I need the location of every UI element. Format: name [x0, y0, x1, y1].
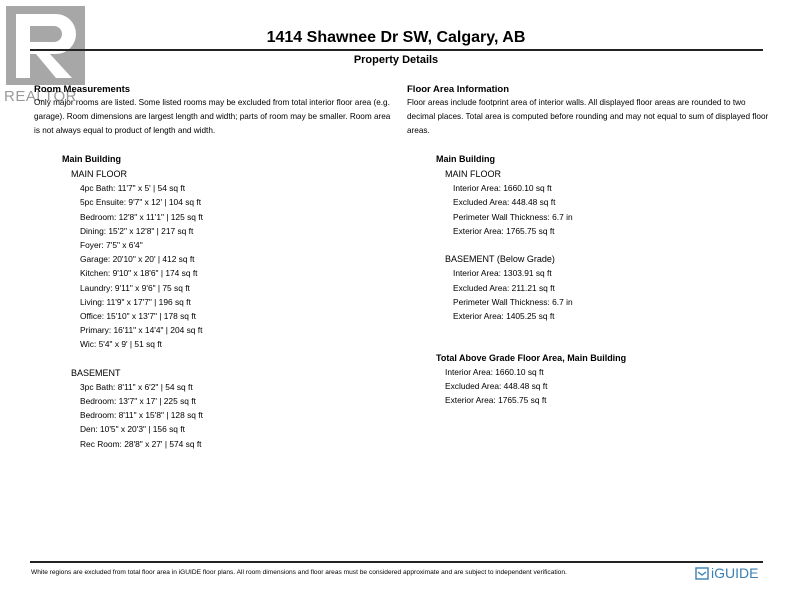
building-heading: Main Building [436, 154, 495, 164]
area-item: Excluded Area: 448.48 sq ft [445, 381, 548, 392]
realtor-text: REALTOR [4, 88, 77, 105]
room-item: Bedroom: 12'8" x 11'1" | 125 sq ft [80, 211, 203, 222]
room-item: Dining: 15'2" x 12'8" | 217 sq ft [80, 225, 194, 236]
floor-area-note: Floor areas include footprint area of in… [407, 98, 769, 136]
floor-heading: BASEMENT (Below Grade) [445, 254, 555, 265]
room-item: Office: 15'10" x 13'7" | 178 sq ft [80, 310, 196, 321]
room-item: Foyer: 7'5" x 6'4" [80, 239, 143, 250]
area-item: Interior Area: 1303.91 sq ft [453, 268, 552, 279]
room-item: Wic: 5'4" x 9' | 51 sq ft [80, 339, 162, 350]
total-area-heading: Total Above Grade Floor Area, Main Build… [436, 353, 627, 363]
floor-heading: MAIN FLOOR [71, 169, 128, 179]
area-item: Interior Area: 1660.10 sq ft [445, 367, 544, 377]
room-item: 5pc Ensuite: 9'7" x 12' | 104 sq ft [80, 197, 202, 208]
room-item: Living: 11'9" x 17'7" | 196 sq ft [80, 296, 191, 307]
room-item: Rec Room: 28'8" x 27' | 574 sq ft [80, 438, 202, 449]
area-item: Exterior Area: 1765.75 sq ft [453, 225, 555, 236]
realtor-logo [6, 6, 85, 85]
room-item: Kitchen: 9'10" x 18'6" | 174 sq ft [80, 268, 198, 279]
iguide-brand: iGUIDE [711, 565, 759, 581]
page-subtitle: Property Details [353, 54, 439, 66]
area-item: Exterior Area: 1765.75 sq ft [445, 395, 547, 406]
room-measurements-heading: Room Measurements [34, 84, 131, 95]
iguide-logo: iGUIDE [695, 565, 758, 581]
floor-heading: BASEMENT [71, 367, 121, 378]
header-divider [30, 49, 763, 51]
total-area-list: Interior Area: 1660.10 sq ft Excluded Ar… [445, 365, 547, 408]
footer-divider [30, 561, 763, 563]
room-item: 3pc Bath: 8'11" x 6'2" | 54 sq ft [80, 381, 193, 392]
room-item: Bedroom: 13'7" x 17' | 225 sq ft [80, 396, 196, 406]
footer-disclaimer: White regions are excluded from total fl… [31, 569, 567, 576]
page-title: 1414 Shawnee Dr SW, Calgary, AB [266, 29, 526, 46]
area-item: Perimeter Wall Thickness: 6.7 in [453, 211, 573, 222]
room-item: 4pc Bath: 11'7" x 5' | 54 sq ft [80, 183, 186, 194]
area-item: Excluded Area: 448.48 sq ft [453, 197, 556, 208]
building-heading: Main Building [62, 154, 121, 164]
room-item: Laundry: 9'11" x 9'6" | 75 sq ft [80, 282, 190, 293]
room-list: MAIN FLOOR 4pc Bath: 11'7" x 5' | 54 sq … [71, 167, 203, 451]
room-measurements-note: Only major rooms are listed. Some listed… [34, 98, 391, 136]
floor-area-heading: Floor Area Information [407, 84, 510, 95]
room-item: Primary: 16'11" x 14'4" | 204 sq ft [80, 325, 203, 336]
area-item: Excluded Area: 211.21 sq ft [453, 282, 555, 293]
realtor-r-icon [16, 14, 76, 78]
iguide-box-icon [695, 566, 709, 580]
room-item: Den: 10'5" x 20'3" | 156 sq ft [80, 424, 185, 435]
room-item: Garage: 20'10" x 20' | 412 sq ft [80, 254, 195, 265]
area-item: Perimeter Wall Thickness: 6.7 in [453, 296, 573, 307]
room-item: Bedroom: 8'11" x 15'8" | 128 sq ft [80, 410, 203, 421]
floor-area-list: MAIN FLOOR Interior Area: 1660.10 sq ft … [445, 167, 573, 323]
area-item: Exterior Area: 1405.25 sq ft [453, 310, 555, 321]
area-item: Interior Area: 1660.10 sq ft [453, 183, 552, 194]
floor-heading: MAIN FLOOR [445, 169, 502, 179]
